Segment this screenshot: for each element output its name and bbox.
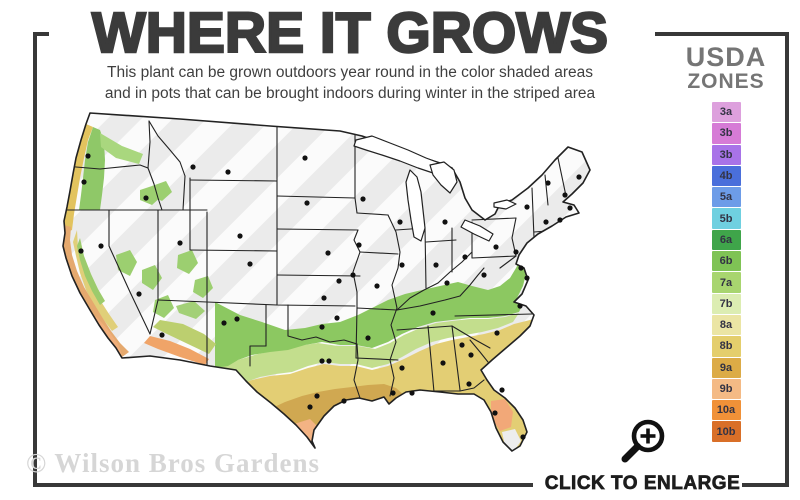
zone-swatch-11: 8b — [711, 336, 741, 357]
zone-swatch-7: 6b — [711, 251, 741, 272]
lake-michigan — [405, 169, 426, 242]
frame-border-bottom-right — [742, 483, 789, 487]
zone-swatch-14: 10a — [711, 400, 741, 421]
zone-swatch-15: 10b — [711, 421, 741, 442]
click-to-enlarge[interactable]: CLICK TO ENLARGE — [535, 414, 750, 495]
zone-7b-lightgreen-region — [215, 313, 519, 384]
california-valley-yellow — [73, 230, 118, 331]
usda-zones-legend: USDA ZONES 3a 3b 3b 4b 5a 5b 6a 6b 7a 7b 8a 8b 9a 9b 1… — [668, 44, 784, 443]
arizona-south-orange-region — [144, 336, 209, 365]
city-dots — [78, 153, 582, 440]
zone-swatch-2: 3b — [711, 144, 741, 165]
zone-swatch-12: 9a — [711, 357, 741, 378]
frame-border-left — [33, 32, 37, 487]
zone-swatch-0: 3a — [711, 102, 741, 123]
zone-7a-green-region — [215, 258, 526, 368]
map-fill-layers — [63, 113, 590, 451]
subtitle-line-1: This plant can be grown outdoors year ro… — [107, 64, 593, 81]
zone-swatch-5: 5b — [711, 208, 741, 229]
click-to-enlarge-label[interactable]: CLICK TO ENLARGE — [544, 473, 741, 495]
subtitle-line-2: and in pots that can be brought indoors … — [104, 85, 596, 102]
legend-title-usda: USDA — [685, 42, 767, 72]
zone-swatch-4: 5a — [711, 187, 741, 208]
state-borders — [63, 120, 567, 399]
page-title: WHERE IT GROWS — [91, 0, 610, 66]
california-coast-tan-strip — [63, 225, 129, 357]
pacific-coast-gold-strip — [64, 124, 93, 233]
magnifier-plus-icon[interactable] — [614, 414, 672, 466]
great-lakes — [353, 135, 517, 242]
zone-swatch-8: 7a — [711, 272, 741, 293]
zone-swatch-column: 3a 3b 3b 4b 5a 5b 6a 6b 7a 7b 8a 8b 9a 9b 10a 10b — [711, 102, 741, 442]
zone-swatch-10: 8a — [711, 314, 741, 336]
subtitle: This plant can be grown outdoors year ro… — [40, 62, 660, 104]
zone-swatch-3: 4b — [711, 165, 741, 187]
lake-ontario — [493, 199, 517, 210]
frame-border-top-left — [33, 32, 49, 36]
frame-border-right — [785, 32, 789, 487]
zone-swatch-1: 3b — [711, 123, 741, 144]
frame-border-top-right — [655, 32, 789, 36]
watermark: © Wilson Bros Gardens — [26, 448, 320, 478]
lake-huron — [429, 161, 458, 194]
florida-peach-region — [491, 399, 513, 431]
zone-swatch-9: 7b — [711, 293, 741, 314]
zone-swatch-6: 6a — [711, 229, 741, 251]
lake-erie — [460, 219, 494, 242]
zone-swatch-13: 9b — [711, 378, 741, 400]
frame-border-bottom-left — [33, 483, 533, 487]
legend-title-zones: ZONES — [687, 70, 765, 93]
